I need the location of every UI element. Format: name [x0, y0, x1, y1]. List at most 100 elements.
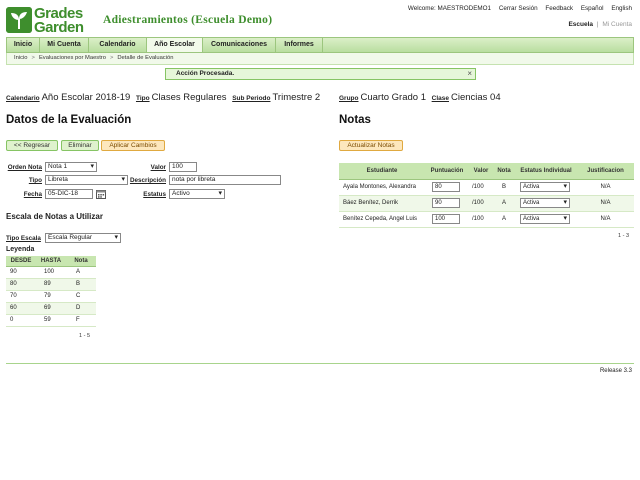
fecha-label: Fecha [23, 191, 42, 198]
subperiodo-label: Sub Periodo [232, 95, 271, 102]
scale-hasta: 59 [36, 314, 66, 327]
valor-input[interactable]: 100 [169, 162, 197, 172]
top-utility-nav: Welcome: MAESTRODEMO1 Cerrar Sesión Feed… [402, 5, 632, 12]
nav-tab-mi-cuenta[interactable]: Mi Cuenta [40, 38, 89, 52]
sprout-icon [6, 7, 32, 33]
justification: N/A [577, 179, 634, 196]
nav-tab-comunicaciones[interactable]: Comunicaciones [203, 38, 276, 52]
nav-tab-informes[interactable]: Informes [276, 38, 323, 52]
nav-tab-ano-escolar[interactable]: Año Escolar [147, 38, 203, 52]
close-icon[interactable]: × [467, 69, 472, 78]
scale-hasta: 79 [36, 290, 66, 303]
orden-nota-label: Orden Nota [7, 164, 42, 171]
descripcion-input[interactable]: nota por libreta [169, 175, 281, 185]
logo-text-grades: Grades [34, 5, 83, 22]
main-nav: Inicio Mi Cuenta Calendario Año Escolar … [6, 37, 634, 53]
scale-header-desde: DESDE [6, 256, 36, 267]
tipo-label: Tipo [135, 95, 150, 102]
individual-status-select[interactable]: Activa [520, 198, 570, 208]
grupo-label: Grupo [339, 95, 359, 102]
justification: N/A [577, 211, 634, 228]
spanish-link[interactable]: Español [580, 5, 604, 12]
table-row: Báez Benítez, Derrik 90 /100 A Activa N/… [339, 195, 634, 212]
descripcion-label: Descripción [129, 177, 166, 184]
table-row: 70 79 C [6, 290, 96, 303]
individual-status-select[interactable]: Activa [520, 214, 570, 224]
grades-header-valor: Valor [469, 163, 493, 180]
feedback-link[interactable]: Feedback [545, 5, 574, 12]
grade-letter: B [493, 179, 515, 196]
scale-title: Escala de Notas a Utilizar [6, 212, 103, 221]
scale-hasta: 69 [36, 302, 66, 315]
individual-status-select[interactable]: Activa [520, 182, 570, 192]
grades-header-nota: Nota [493, 163, 515, 180]
release-version: Release 3.3 [599, 368, 632, 374]
grade-valor: /100 [469, 211, 493, 228]
tipo-select[interactable]: Libreta [45, 175, 128, 185]
nav-tab-inicio[interactable]: Inicio [7, 38, 40, 52]
logout-link[interactable]: Cerrar Sesión [498, 5, 538, 12]
legend-title: Leyenda [6, 246, 35, 253]
calendar-icon[interactable] [96, 189, 106, 199]
score-input[interactable]: 80 [432, 182, 460, 192]
table-row: 60 69 D [6, 302, 96, 315]
grade-valor: /100 [469, 195, 493, 212]
apply-changes-button[interactable]: Aplicar Cambios [101, 140, 165, 151]
clase-value: Ciencias 04 [450, 92, 501, 103]
scope-school-link[interactable]: Escuela [568, 21, 594, 28]
footer-divider [6, 363, 634, 364]
grades-garden-logo[interactable]: Grades Garden [6, 6, 94, 36]
table-row: 80 89 B [6, 278, 96, 291]
tipo-escala-select[interactable]: Escala Regular [45, 233, 121, 243]
breadcrumb-current: Detalle de Evaluación [117, 55, 174, 61]
scale-desde: 90 [6, 266, 36, 279]
orden-nota-select[interactable]: Nota 1 [45, 162, 97, 172]
grades-header-status: Estatus Individual [515, 163, 577, 180]
grade-scale-table: DESDE HASTA Nota 90 100 A 80 89 B 70 79 … [6, 256, 96, 327]
scale-desde: 80 [6, 278, 36, 291]
calendario-label: Calendario [6, 95, 40, 102]
success-message-text: Acción Procesada. [176, 70, 235, 77]
scope-separator: | [596, 21, 599, 28]
english-link[interactable]: English [611, 5, 632, 12]
subperiodo-value: Trimestre 2 [272, 92, 321, 103]
breadcrumb: Inicio > Evaluaciones por Maestro > Detalle … [6, 53, 634, 65]
grade-valor: /100 [469, 179, 493, 196]
scale-nota: A [66, 266, 96, 279]
scale-desde: 60 [6, 302, 36, 315]
fecha-input[interactable]: 05-DIC-18 [45, 189, 93, 199]
breadcrumb-evaluaciones[interactable]: Evaluaciones por Maestro [38, 55, 106, 61]
student-name: Báez Benítez, Derrik [339, 195, 425, 212]
grades-header-justification: Justificacion [577, 163, 634, 180]
score-input[interactable]: 90 [432, 198, 460, 208]
breadcrumb-separator: > [31, 55, 35, 61]
scale-desde: 70 [6, 290, 36, 303]
back-button[interactable]: << Regresar [6, 140, 58, 151]
nav-tab-calendario[interactable]: Calendario [89, 38, 147, 52]
scope-account-link[interactable]: Mi Cuenta [602, 21, 632, 28]
grade-letter: A [493, 211, 515, 228]
score-input[interactable]: 100 [432, 214, 460, 224]
table-row: Benítez Cepeda, Angel Luis 100 /100 A Ac… [339, 211, 634, 228]
calendar-context: Calendario Año Escolar 2018-19 Tipo Clases… [6, 92, 323, 103]
scale-nota: D [66, 302, 96, 315]
estatus-select[interactable]: Activo [169, 189, 225, 199]
update-grades-button[interactable]: Actualizar Notas [339, 140, 403, 151]
tipo-value: Clases Regulares [151, 92, 227, 103]
grupo-value: Cuarto Grado 1 [360, 92, 426, 103]
scale-header-nota: Nota [66, 256, 96, 267]
grades-table: Estudiante Puntuación Valor Nota Estatus… [339, 163, 634, 228]
welcome-text: Welcome: MAESTRODEMO1 [407, 5, 492, 12]
breadcrumb-separator: > [109, 55, 114, 61]
scale-header-hasta: HASTA [36, 256, 66, 267]
table-row: 0 59 F [6, 314, 96, 327]
estatus-label: Estatus [143, 191, 166, 198]
grades-header-score: Puntuación [425, 163, 469, 180]
evaluation-title: Datos de la Evaluación [6, 114, 132, 126]
justification: N/A [577, 195, 634, 212]
breadcrumb-inicio[interactable]: Inicio [14, 55, 28, 61]
scale-hasta: 100 [36, 266, 66, 279]
delete-button[interactable]: Eliminar [61, 140, 99, 151]
group-context: Grupo Cuarto Grado 1 Clase Ciencias 04 [339, 92, 504, 103]
valor-label: Valor [150, 164, 166, 171]
